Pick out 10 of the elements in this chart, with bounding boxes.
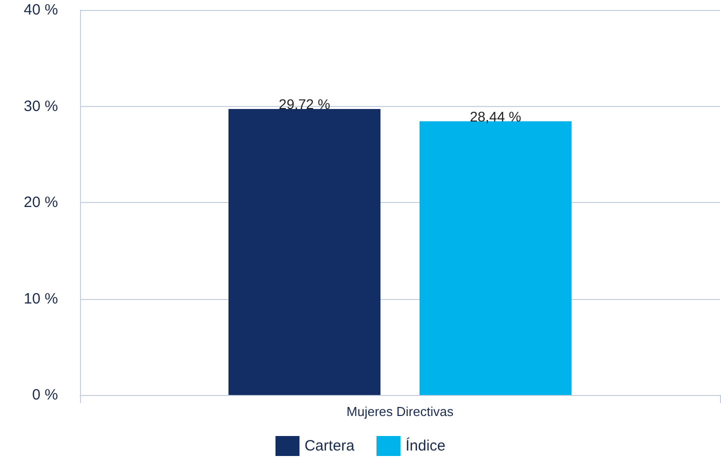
legend-label: Cartera bbox=[304, 438, 356, 454]
data-label: 29,72 % bbox=[278, 96, 330, 112]
y-tick-label: 10 % bbox=[24, 290, 58, 308]
y-tick-label: 0 % bbox=[32, 386, 58, 404]
y-tick-label: 30 % bbox=[24, 98, 58, 115]
y-tick-label: 40 % bbox=[24, 2, 58, 18]
data-label: 28,44 % bbox=[470, 108, 522, 124]
legend-label: Índice bbox=[405, 436, 446, 454]
x-tick-label: Mujeres Directivas bbox=[346, 404, 454, 419]
y-tick-label: 20 % bbox=[24, 194, 58, 211]
